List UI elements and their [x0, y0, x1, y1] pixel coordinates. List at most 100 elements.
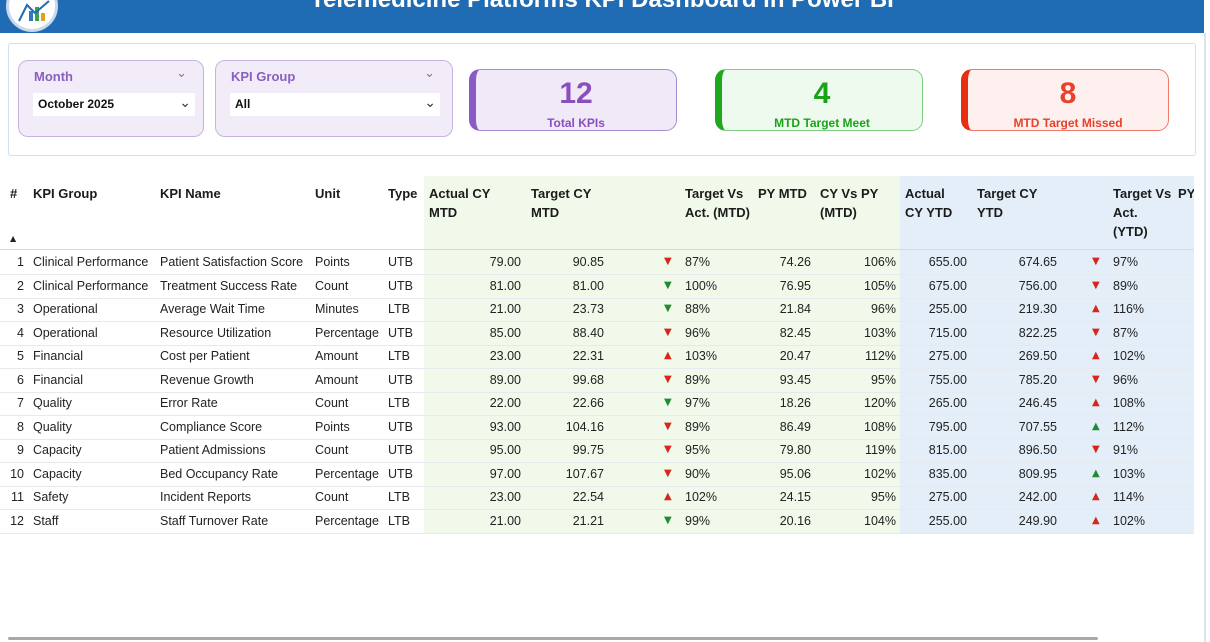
actual-cy-mtd-cell: 22.00 [489, 396, 521, 410]
dropdown-arrow-icon[interactable]: ⌄ [179, 95, 191, 111]
table-row[interactable]: 3 Operational Average Wait Time Minutes LTB 2… [0, 298, 1194, 322]
col-header-target-cy-mtd[interactable]: Target CY MTD [531, 186, 592, 220]
sort-ascending-icon[interactable]: ▲ [10, 234, 17, 243]
down-arrow-green-icon: ▼ [664, 397, 672, 408]
actual-cy-ytd-cell: 275.00 [928, 490, 967, 504]
actual-cy-mtd-cell: 97.00 [489, 466, 521, 481]
total-kpis-label: Total KPIs [547, 116, 605, 130]
target-vs-act-ytd-cell: 102% [1113, 513, 1145, 528]
col-header-actual-cy-ytd[interactable]: Actual CY YTD [905, 186, 953, 220]
down-arrow-red-icon: ▼ [664, 326, 672, 338]
kpi-group-cell: Clinical Performance [33, 278, 149, 293]
table-row[interactable]: 10 Capacity Bed Occupancy Rate Percentage UT… [0, 463, 1194, 487]
horizontal-scrollbar[interactable] [8, 637, 1098, 640]
table-row[interactable]: 2 Clinical Performance Treatment Success R… [0, 275, 1194, 299]
unit-cell: Amount [315, 349, 359, 363]
col-header-unit[interactable]: Unit [315, 186, 341, 201]
mtd-target-meet-value: 4 [813, 77, 831, 110]
type-cell: LTB [388, 302, 410, 316]
table-row[interactable]: 1 Clinical Performance Patient Satisfactio… [0, 251, 1194, 275]
table-row[interactable]: 4 Operational Resource Utilization Percenta… [0, 322, 1194, 346]
kpi-name-cell: Incident Reports [160, 490, 252, 504]
actual-cy-mtd-cell: 21.00 [489, 513, 521, 528]
target-cy-mtd-cell: 88.40 [572, 325, 604, 340]
kpi-group-cell: Operational [33, 325, 98, 340]
col-header-actual-cy-mtd[interactable]: Actual CY MTD [429, 186, 491, 220]
down-arrow-red-icon: ▼ [1092, 373, 1100, 385]
row-number: 1 [17, 255, 24, 269]
cy-vs-py-mtd-cell: 119% [864, 443, 896, 457]
unit-cell: Count [315, 443, 349, 457]
col-header-kpi-name[interactable]: KPI Name [160, 186, 221, 201]
table-row[interactable]: 7 Quality Error Rate Count LTB 22.00 22.66 97% 1… [0, 392, 1194, 416]
target-vs-act-mtd-cell: 89% [685, 372, 711, 387]
table-row[interactable]: 9 Capacity Patient Admissions Count UTB 95.00… [0, 439, 1194, 463]
row-number: 2 [17, 278, 24, 293]
py-mtd-cell: 20.16 [779, 513, 811, 528]
kpi-group-cell: Quality [33, 396, 72, 410]
col-header-py-ytd[interactable]: PY [1178, 186, 1194, 201]
type-cell: LTB [388, 396, 410, 410]
row-number: 9 [17, 443, 24, 457]
kpi-group-cell: Safety [33, 490, 69, 504]
table-row[interactable]: 8 Quality Compliance Score Points UTB 93.00 10… [0, 416, 1194, 440]
chevron-down-icon[interactable]: ⌄ [424, 66, 435, 81]
kpi-group-cell: Capacity [33, 466, 82, 481]
py-mtd-cell: 74.26 [779, 255, 811, 269]
row-divider [0, 391, 1194, 393]
type-cell: UTB [388, 255, 413, 269]
table-row[interactable]: 5 Financial Cost per Patient Amount LTB 23.00… [0, 345, 1194, 369]
down-arrow-red-icon: ▼ [664, 467, 672, 479]
target-vs-act-mtd-cell: 89% [685, 419, 711, 434]
col-header-py-mtd[interactable]: PY MTD [758, 186, 807, 201]
target-vs-act-mtd-cell: 100% [685, 278, 717, 293]
col-header-number[interactable]: # [10, 186, 18, 201]
month-dropdown[interactable]: October 2025 ⌄ [33, 93, 195, 116]
row-number: 6 [17, 372, 24, 387]
unit-cell: Percentage [315, 466, 379, 481]
py-mtd-cell: 21.84 [779, 302, 811, 316]
actual-cy-ytd-cell: 265.00 [928, 396, 967, 410]
type-cell: UTB [388, 419, 413, 434]
cy-vs-py-mtd-cell: 95% [870, 490, 896, 504]
col-header-target-vs-act-mtd[interactable]: Target Vs Act. (MTD) [685, 186, 750, 220]
kpi-group-cell: Financial [33, 372, 84, 387]
table-row[interactable]: 6 Financial Revenue Growth Amount UTB 89.00 99… [0, 369, 1194, 393]
table-row[interactable]: 12 Staff Staff Turnover Rate Percentage LTB 2… [0, 510, 1194, 534]
py-mtd-cell: 93.45 [779, 372, 811, 387]
row-number: 3 [17, 302, 24, 316]
target-cy-ytd-cell: 822.25 [1018, 325, 1057, 340]
month-slicer[interactable]: Month ⌄ October 2025 ⌄ [18, 60, 204, 137]
type-cell: UTB [388, 443, 413, 457]
dropdown-arrow-icon[interactable]: ⌄ [424, 95, 436, 111]
unit-cell: Count [315, 396, 349, 410]
target-cy-ytd-cell: 756.00 [1018, 278, 1057, 293]
actual-cy-mtd-cell: 95.00 [489, 443, 521, 457]
target-vs-act-mtd-cell: 90% [685, 466, 711, 481]
col-header-type[interactable]: Type [388, 186, 418, 201]
mtd-target-meet-card: 4 MTD Target Meet [715, 69, 923, 131]
col-header-target-vs-act-ytd[interactable]: Target Vs Act. (YTD) [1113, 186, 1172, 239]
row-divider [0, 274, 1194, 275]
mtd-column-band [424, 176, 900, 533]
mtd-target-meet-label: MTD Target Meet [774, 116, 870, 130]
cy-vs-py-mtd-cell: 104% [864, 513, 896, 528]
type-cell: UTB [388, 278, 413, 293]
target-vs-act-ytd-cell: 89% [1113, 278, 1139, 293]
kpi-group-slicer[interactable]: KPI Group ⌄ All ⌄ [215, 60, 453, 137]
target-cy-ytd-cell: 785.20 [1018, 372, 1057, 387]
chevron-down-icon[interactable]: ⌄ [176, 66, 187, 81]
target-vs-act-mtd-cell: 102% [685, 490, 717, 504]
table-row[interactable]: 11 Safety Incident Reports Count LTB 23.00 22.… [0, 486, 1194, 510]
kpi-group-cell: Financial [33, 349, 84, 363]
py-mtd-cell: 24.15 [779, 490, 811, 504]
col-header-cy-vs-py-mtd[interactable]: CY Vs PY (MTD) [820, 186, 879, 220]
col-header-target-cy-ytd[interactable]: Target CY YTD [977, 186, 1038, 220]
target-cy-mtd-cell: 22.66 [572, 396, 604, 410]
row-number: 12 [10, 513, 24, 528]
kpi-group-dropdown[interactable]: All ⌄ [230, 93, 440, 116]
row-divider [0, 297, 1194, 299]
type-cell: UTB [388, 372, 413, 387]
col-header-kpi-group[interactable]: KPI Group [33, 186, 98, 201]
target-cy-ytd-cell: 246.45 [1018, 396, 1057, 410]
